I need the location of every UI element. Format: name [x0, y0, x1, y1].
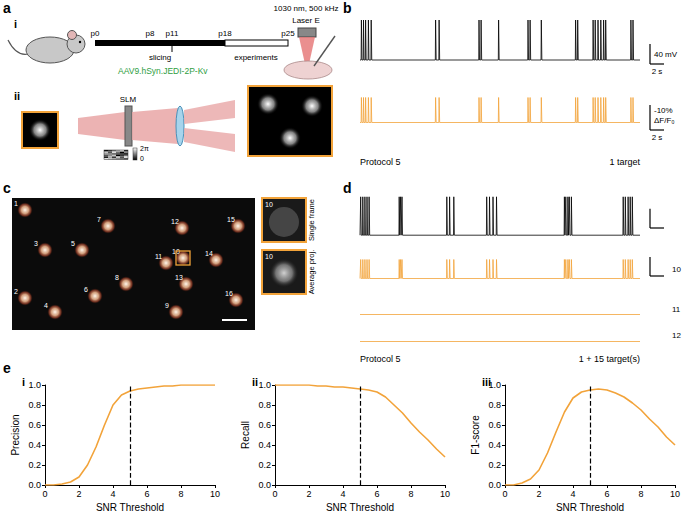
svg-text:Average proj.: Average proj.: [307, 250, 316, 294]
svg-text:12: 12: [171, 218, 179, 225]
svg-text:0.4: 0.4: [28, 440, 41, 450]
svg-text:12: 12: [672, 331, 681, 340]
svg-text:4: 4: [110, 489, 115, 499]
svg-text:c: c: [3, 180, 11, 196]
svg-text:p0: p0: [91, 29, 100, 38]
svg-text:10: 10: [440, 489, 450, 499]
svg-text:2: 2: [306, 489, 311, 499]
svg-text:2 s: 2 s: [652, 67, 663, 76]
svg-text:2: 2: [76, 489, 81, 499]
svg-text:1.0: 1.0: [488, 380, 501, 390]
svg-text:8: 8: [178, 489, 183, 499]
svg-text:15: 15: [227, 216, 235, 223]
svg-text:4: 4: [570, 489, 575, 499]
svg-text:10: 10: [210, 489, 220, 499]
svg-text:0.6: 0.6: [28, 420, 41, 430]
svg-text:0: 0: [502, 489, 507, 499]
svg-text:0.0: 0.0: [28, 480, 41, 490]
svg-text:8: 8: [115, 274, 119, 281]
svg-text:8: 8: [638, 489, 643, 499]
svg-text:14: 14: [205, 250, 213, 257]
svg-text:0.6: 0.6: [258, 420, 271, 430]
svg-text:1030 nm, 500 kHz: 1030 nm, 500 kHz: [274, 4, 339, 13]
svg-text:10: 10: [265, 201, 273, 208]
svg-text:10: 10: [672, 265, 681, 274]
svg-text:b: b: [343, 0, 352, 16]
svg-text:9: 9: [165, 302, 169, 309]
svg-text:6: 6: [84, 286, 88, 293]
svg-text:SNR Threshold: SNR Threshold: [96, 502, 164, 513]
svg-text:1: 1: [14, 200, 18, 207]
svg-text:0.8: 0.8: [488, 400, 501, 410]
svg-text:10: 10: [172, 248, 180, 255]
svg-text:2: 2: [536, 489, 541, 499]
svg-text:Laser E: Laser E: [292, 16, 320, 25]
svg-text:0: 0: [272, 489, 277, 499]
svg-text:p18: p18: [218, 29, 232, 38]
svg-text:0.0: 0.0: [258, 480, 271, 490]
svg-text:0.6: 0.6: [488, 420, 501, 430]
svg-text:3: 3: [34, 240, 38, 247]
svg-text:4: 4: [44, 302, 48, 309]
svg-text:11: 11: [155, 253, 162, 260]
svg-text:ii: ii: [252, 376, 258, 388]
svg-text:10: 10: [670, 489, 680, 499]
svg-text:p11: p11: [166, 29, 179, 38]
svg-text:5: 5: [71, 240, 75, 247]
svg-text:4: 4: [340, 489, 345, 499]
svg-text:Protocol 5: Protocol 5: [360, 354, 401, 364]
svg-text:11: 11: [672, 305, 681, 314]
svg-text:40 mV: 40 mV: [654, 50, 678, 59]
svg-text:1 target: 1 target: [609, 157, 640, 167]
svg-text:0.2: 0.2: [488, 460, 501, 470]
svg-text:Protocol 5: Protocol 5: [360, 157, 401, 167]
svg-text:Precision: Precision: [10, 414, 21, 455]
svg-text:SLM: SLM: [120, 95, 137, 104]
svg-text:AAV9.hSyn.JEDI-2P-Kv: AAV9.hSyn.JEDI-2P-Kv: [118, 66, 208, 76]
svg-text:0: 0: [42, 489, 47, 499]
svg-text:p8: p8: [146, 29, 155, 38]
svg-text:experiments: experiments: [234, 53, 278, 62]
svg-text:1.0: 1.0: [28, 380, 41, 390]
svg-text:0.2: 0.2: [28, 460, 41, 470]
svg-text:iii: iii: [482, 376, 491, 388]
svg-text:Single frame: Single frame: [307, 199, 316, 241]
svg-text:ii: ii: [14, 90, 20, 102]
svg-text:0.0: 0.0: [488, 480, 501, 490]
svg-text:1 + 15 target(s): 1 + 15 target(s): [579, 354, 640, 364]
svg-text:a: a: [3, 0, 11, 16]
svg-text:e: e: [3, 360, 11, 376]
svg-text:d: d: [343, 180, 352, 196]
svg-text:0.8: 0.8: [28, 400, 41, 410]
svg-text:6: 6: [144, 489, 149, 499]
svg-text:0.4: 0.4: [258, 440, 271, 450]
svg-text:1.0: 1.0: [258, 380, 271, 390]
svg-text:0.4: 0.4: [488, 440, 501, 450]
svg-text:slicing: slicing: [149, 53, 171, 62]
svg-text:p25: p25: [281, 29, 295, 38]
svg-text:SNR Threshold: SNR Threshold: [326, 502, 394, 513]
svg-text:2 s: 2 s: [652, 133, 663, 142]
svg-text:SNR Threshold: SNR Threshold: [556, 502, 624, 513]
svg-text:i: i: [22, 376, 25, 388]
svg-text:-10%: -10%: [654, 106, 673, 115]
svg-text:2π: 2π: [140, 145, 149, 152]
svg-text:6: 6: [604, 489, 609, 499]
svg-text:8: 8: [408, 489, 413, 499]
svg-text:7: 7: [97, 216, 101, 223]
svg-text:i: i: [14, 18, 17, 30]
svg-text:13: 13: [175, 274, 183, 281]
svg-text:0: 0: [140, 155, 144, 162]
svg-text:16: 16: [225, 290, 233, 297]
svg-text:0.2: 0.2: [258, 460, 271, 470]
svg-text:6: 6: [374, 489, 379, 499]
svg-text:2: 2: [14, 288, 18, 295]
svg-text:F1-score: F1-score: [470, 415, 481, 455]
svg-text:ΔF/F₀: ΔF/F₀: [654, 116, 675, 125]
svg-text:Recall: Recall: [240, 421, 251, 449]
svg-text:0.8: 0.8: [258, 400, 271, 410]
svg-text:10: 10: [265, 253, 273, 260]
